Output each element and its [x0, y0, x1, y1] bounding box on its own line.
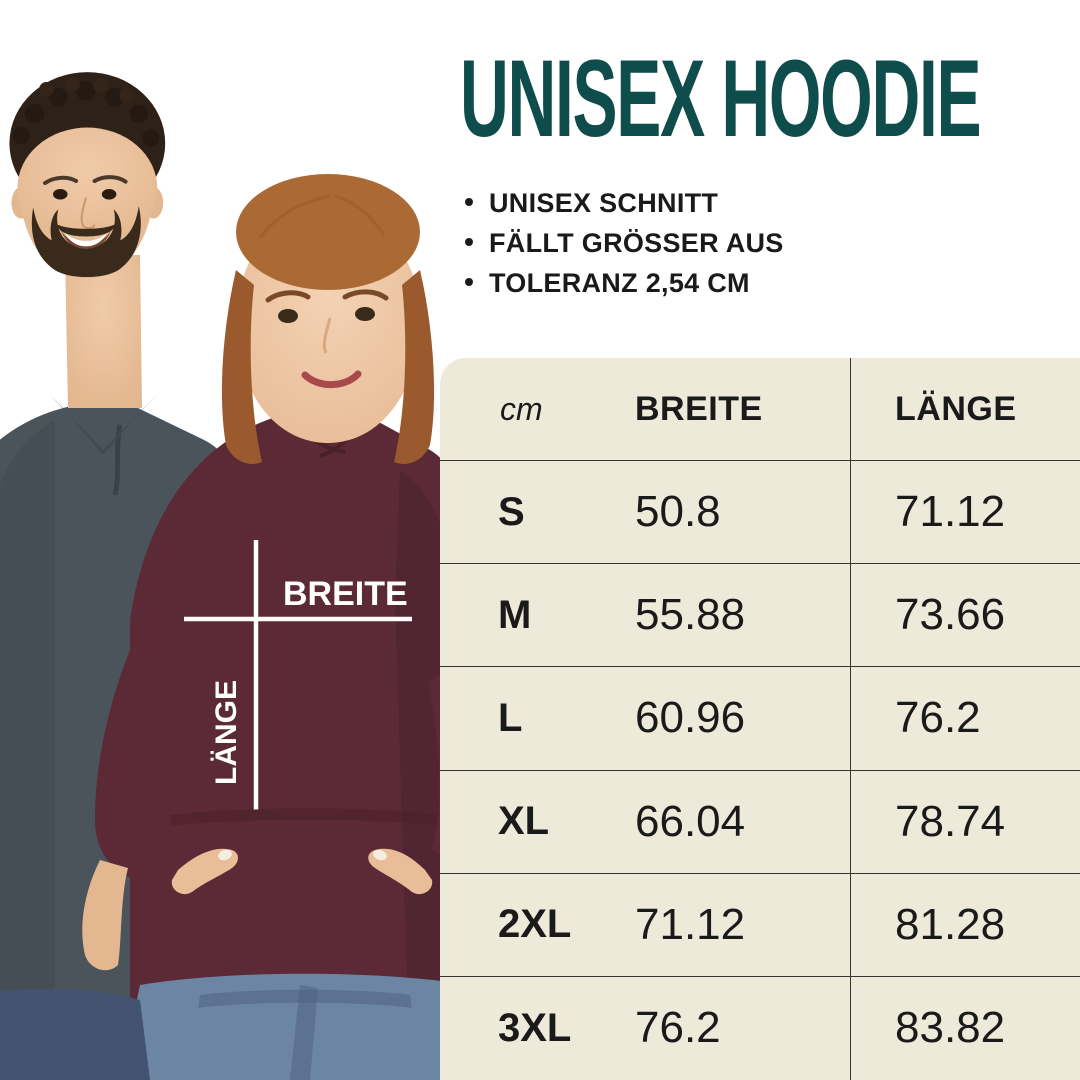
svg-text:LÄNGE: LÄNGE	[210, 680, 243, 785]
svg-text:BREITE: BREITE	[283, 575, 408, 613]
